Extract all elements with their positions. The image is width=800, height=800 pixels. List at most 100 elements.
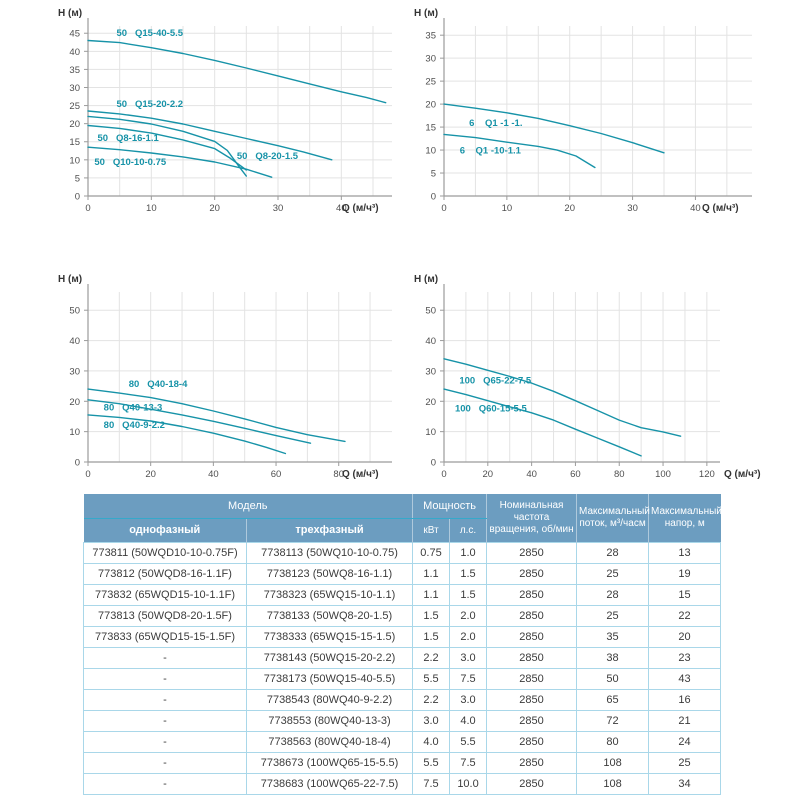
table-row: -7738543 (80WQ40-9-2.2) 2.2 3.0 2850 65 16 — [83, 689, 722, 711]
pump-curve — [87, 110, 333, 161]
pump-curve — [443, 103, 665, 154]
table-row: 773811 (50WQD10-10-0.75F) 7738113 (50WQ10… — [83, 542, 722, 564]
pump-curve — [87, 115, 247, 177]
table-cell: 2850 — [486, 668, 578, 690]
y-tick-label: 10 — [69, 155, 80, 166]
table-cell: - — [83, 689, 247, 711]
table-cell: 1.1 — [412, 584, 451, 606]
curve-label: 6 Q1 -1 -1. — [469, 118, 522, 129]
x-axis-title: Q (м/ч³) — [342, 469, 379, 480]
curve-label: 50 Q8-16-1.1 — [98, 133, 160, 144]
x-tick-label: 0 — [85, 469, 90, 480]
curve-label: 80 Q40-18-4 — [129, 379, 188, 390]
table-cell: 15 — [648, 584, 722, 606]
table-cell: 108 — [576, 752, 650, 774]
table-cell: 773812 (50WQD8-16-1.1F) — [83, 563, 247, 585]
table-cell: 5.5 — [412, 752, 451, 774]
x-axis-title: Q (м/ч³) — [702, 203, 739, 214]
header-power: Мощность — [412, 494, 487, 519]
header-max-flow: Максимальный поток, м³/часм — [576, 494, 650, 543]
table-row: -7738683 (100WQ65-22-7.5) 7.5 10.0 2850 108 3… — [83, 773, 722, 795]
table-cell: 3.0 — [412, 710, 451, 732]
y-tick-label: 30 — [425, 366, 436, 377]
table-cell: 25 — [648, 752, 722, 774]
table-cell: 1.5 — [449, 584, 488, 606]
pump-curve — [443, 388, 642, 457]
y-tick-label: 50 — [425, 306, 436, 317]
table-cell: 4.0 — [449, 710, 488, 732]
y-tick-label: 5 — [75, 173, 80, 184]
table-cell: 773833 (65WQD15-15-1.5F) — [83, 626, 247, 648]
x-tick-label: 40 — [208, 469, 219, 480]
table-cell: 1.5 — [412, 626, 451, 648]
table-cell: 28 — [576, 542, 650, 564]
x-tick-label: 20 — [564, 203, 575, 214]
table-cell: 7738673 (100WQ65-15-5.5) — [245, 752, 414, 774]
table-cell: 2850 — [486, 731, 578, 753]
table-cell: 2.2 — [412, 689, 451, 711]
pump-curve — [443, 358, 682, 437]
pump-curve — [87, 414, 287, 455]
table-cell: 1.5 — [412, 605, 451, 627]
header-three-phase: трехфазный — [245, 518, 413, 543]
table-cell: 20 — [648, 626, 722, 648]
table-row: 773833 (65WQD15-15-1.5F) 7738333 (65WQ15-… — [83, 626, 722, 648]
y-tick-label: 40 — [425, 336, 436, 347]
y-axis-title: H (м) — [414, 274, 438, 285]
table-cell: 2850 — [486, 542, 578, 564]
x-tick-label: 10 — [146, 203, 157, 214]
y-tick-label: 0 — [431, 458, 436, 469]
table-cell: 2.0 — [449, 626, 488, 648]
table-cell: 28 — [576, 584, 650, 606]
table-cell: 2850 — [486, 647, 578, 669]
header-hp: л.с. — [449, 518, 487, 543]
table-cell: - — [83, 731, 247, 753]
x-tick-label: 40 — [336, 203, 347, 214]
y-tick-label: 25 — [69, 101, 80, 112]
x-axis-title: Q (м/ч³) — [342, 203, 379, 214]
header-speed: Номинальная частота вращения, об/мин — [486, 494, 577, 543]
y-tick-label: 20 — [69, 119, 80, 130]
curve-label: 50 Q10-10-0.75 — [94, 157, 167, 168]
table-cell: 19 — [648, 563, 722, 585]
y-tick-label: 10 — [69, 427, 80, 438]
x-tick-label: 20 — [209, 203, 220, 214]
table-cell: 80 — [576, 731, 650, 753]
table-cell: 1.1 — [412, 563, 451, 585]
table-row: -7738553 (80WQ40-13-3) 3.0 4.0 2850 72 21 — [83, 710, 722, 732]
curve-label: 100 Q65-22-7.5 — [459, 376, 532, 387]
curve-label: 100 Q60-15-5.5 — [455, 404, 528, 415]
table-cell: 23 — [648, 647, 722, 669]
table-cell: 72 — [576, 710, 650, 732]
curve-label: 50 Q8-20-1.5 — [237, 151, 299, 162]
table-row: -7738173 (50WQ15-40-5.5) 5.5 7.5 2850 50 43 — [83, 668, 722, 690]
x-tick-label: 20 — [145, 469, 156, 480]
table-cell: 21 — [648, 710, 722, 732]
y-tick-label: 20 — [425, 100, 436, 111]
pump-spec-table: Модель Мощность Номинальная частота вращ… — [83, 494, 722, 795]
table-cell: 2850 — [486, 773, 578, 795]
table-cell: 7738563 (80WQ40-18-4) — [245, 731, 414, 753]
table-cell: 25 — [576, 605, 650, 627]
y-tick-label: 20 — [69, 397, 80, 408]
table-cell: 2850 — [486, 689, 578, 711]
x-tick-label: 120 — [699, 469, 715, 480]
pump-curve — [87, 146, 273, 178]
table-row: -7738563 (80WQ40-18-4) 4.0 5.5 2850 80 24 — [83, 731, 722, 753]
y-axis-title: H (м) — [58, 8, 82, 19]
table-cell: 7738133 (50WQ8-20-1.5) — [245, 605, 414, 627]
table-cell: 108 — [576, 773, 650, 795]
pump-curves-chart-65wq: 0 5 10 15 20 25 30 35 0 10 20 30 40 H (м) Q (м/ч³) 6 Q1… — [414, 8, 752, 214]
curve-label: 80 Q40-13-3 — [104, 402, 163, 413]
x-tick-label: 0 — [441, 203, 446, 214]
table-cell: 2850 — [486, 626, 578, 648]
y-tick-label: 50 — [69, 306, 80, 317]
header-kw: кВт — [412, 518, 450, 543]
curve-label: 80 Q40-9-2.2 — [104, 420, 165, 431]
table-cell: 10.0 — [449, 773, 488, 795]
y-tick-label: 30 — [69, 83, 80, 94]
table-cell: - — [83, 710, 247, 732]
table-cell: 7.5 — [412, 773, 451, 795]
x-tick-label: 80 — [614, 469, 625, 480]
y-axis-title: H (м) — [414, 8, 438, 19]
